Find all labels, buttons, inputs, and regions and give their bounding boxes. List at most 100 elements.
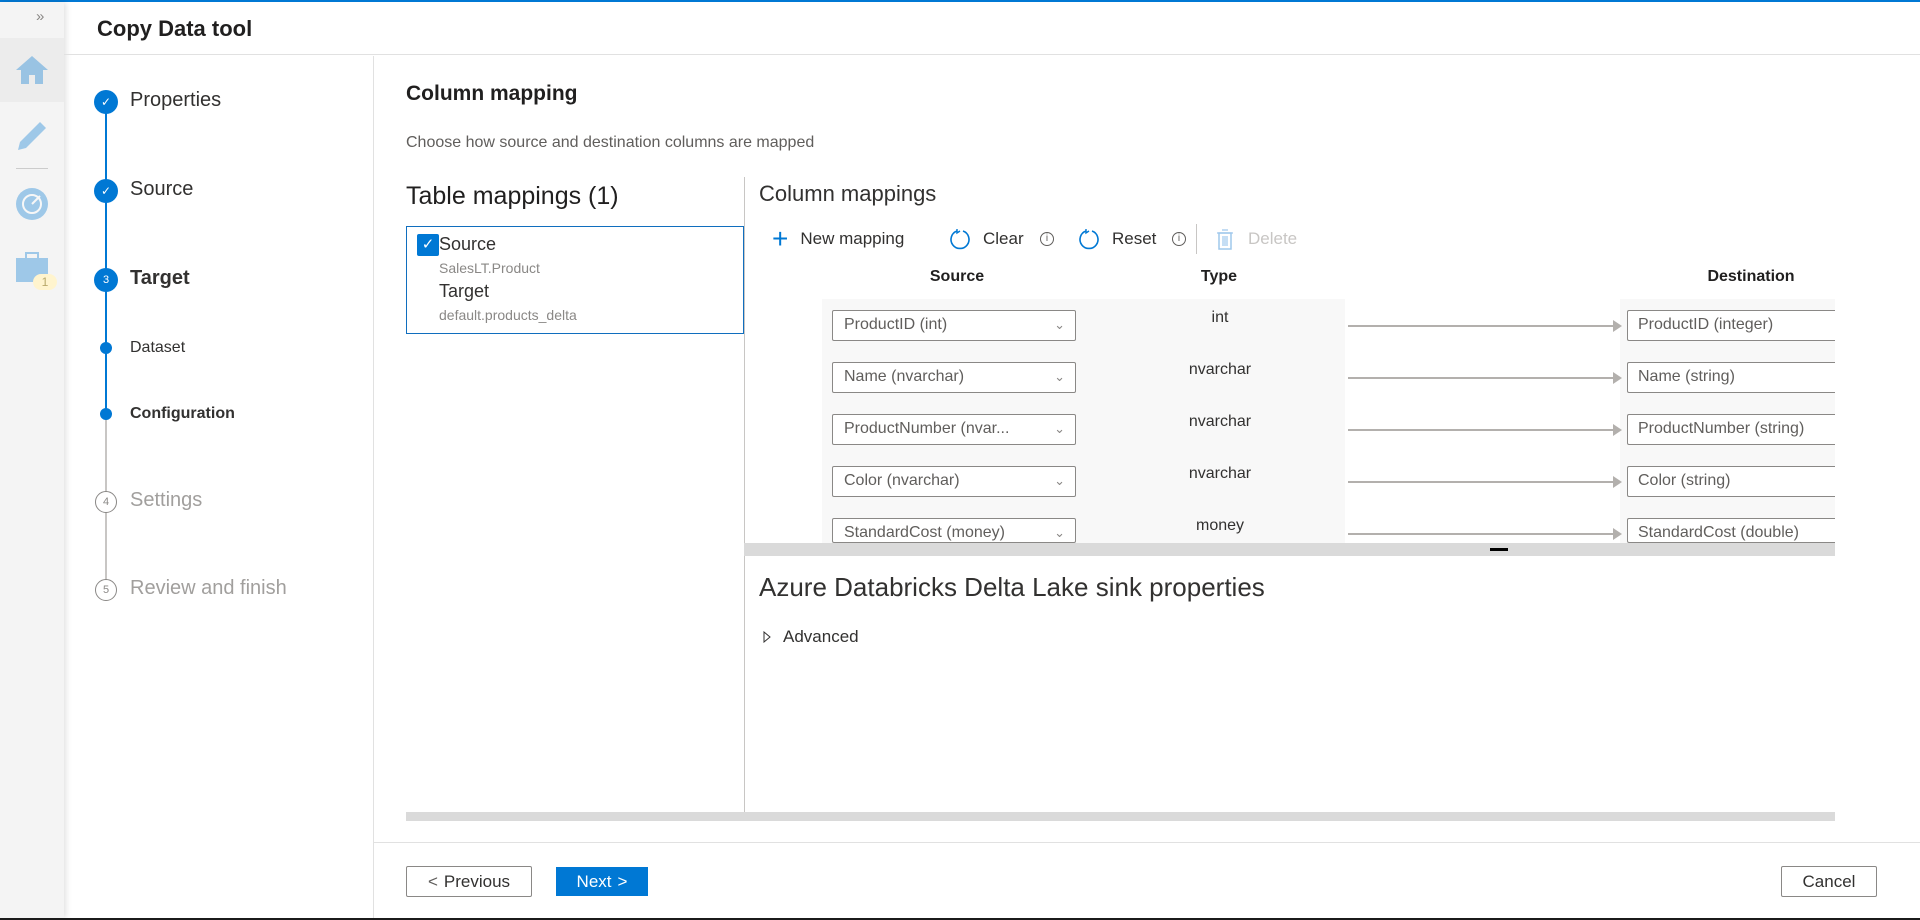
mapping-arrow-icon: [1348, 320, 1622, 332]
chevron-down-icon: ⌄: [1054, 317, 1065, 332]
source-column-value: Name (nvarchar): [844, 368, 965, 385]
check-icon: ✓: [94, 179, 118, 203]
delete-label: Delete: [1248, 229, 1298, 248]
expand-rail-icon[interactable]: »: [36, 8, 45, 25]
trash-icon: [1217, 229, 1233, 250]
source-column-dropdown[interactable]: ProductID (int) ⌄: [832, 310, 1076, 341]
rail-item-home[interactable]: [0, 38, 64, 102]
clear-info-icon[interactable]: i: [1040, 226, 1054, 252]
table-mapping-item[interactable]: ✓ Source SalesLT.Product Target default.…: [406, 226, 744, 334]
clear-button[interactable]: Clear: [949, 226, 1024, 252]
mapping-arrow-icon: [1348, 372, 1622, 384]
advanced-label: Advanced: [783, 627, 859, 646]
source-column-dropdown[interactable]: ProductNumber (nvar... ⌄: [832, 414, 1076, 445]
step-label: Settings: [130, 489, 203, 511]
page-title: Copy Data tool: [97, 16, 253, 41]
mapping-arrow-icon: [1348, 424, 1622, 436]
source-column-dropdown[interactable]: StandardCost (money) ⌄: [832, 518, 1076, 543]
reset-button[interactable]: Reset: [1078, 226, 1156, 252]
previous-label: Previous: [443, 871, 511, 891]
step-label: Configuration: [130, 405, 235, 422]
column-header-type: Type: [1200, 268, 1238, 285]
destination-column-value: StandardCost (double): [1638, 524, 1799, 541]
wizard-steps: ✓ Properties ✓ Source 3 Target Dataset C…: [64, 56, 374, 918]
type-value: money: [1195, 517, 1245, 534]
monitor-icon[interactable]: [14, 186, 50, 222]
progress-line: [105, 102, 107, 414]
source-column-value: Color (nvarchar): [844, 472, 960, 489]
step-label: Review and finish: [130, 577, 287, 599]
destination-column-field[interactable]: ProductID (integer): [1627, 310, 1835, 341]
step-label: Source: [130, 178, 194, 200]
plus-icon: +: [772, 223, 789, 254]
section-subtitle: Choose how source and destination column…: [406, 134, 815, 151]
footer-divider: [374, 842, 1920, 843]
clear-label: Clear: [983, 229, 1024, 248]
reset-info-icon[interactable]: i: [1172, 226, 1186, 252]
destination-column-value: Name (string): [1638, 368, 1735, 385]
step-label: Dataset: [130, 339, 186, 356]
chevron-right-icon: >: [617, 871, 628, 891]
destination-column-field[interactable]: StandardCost (double): [1627, 518, 1835, 543]
column-header-source: Source: [929, 268, 985, 285]
new-mapping-button[interactable]: + New mapping: [772, 223, 905, 254]
pencil-icon[interactable]: [14, 118, 50, 154]
destination-column-field[interactable]: Name (string): [1627, 362, 1835, 393]
left-rail: » 1: [0, 2, 64, 918]
check-icon: ✓: [94, 90, 118, 114]
caret-right-icon: [763, 631, 771, 643]
step-number: 4: [95, 491, 117, 513]
source-column-value: StandardCost (money): [844, 524, 1005, 541]
next-label: Next: [576, 871, 612, 891]
previous-button[interactable]: < Previous: [406, 866, 532, 897]
type-value: int: [1211, 309, 1229, 326]
pane-splitter[interactable]: [744, 543, 1835, 556]
checkbox-checked-icon[interactable]: ✓: [417, 234, 439, 256]
new-mapping-label: New mapping: [800, 229, 905, 248]
table-mappings-title: Table mappings (1): [406, 182, 619, 210]
next-button[interactable]: Next >: [556, 867, 648, 896]
chevron-down-icon: ⌄: [1054, 421, 1065, 436]
chevron-down-icon: ⌄: [1054, 525, 1065, 540]
horizontal-scrollbar[interactable]: [406, 812, 1835, 821]
section-title: Column mapping: [406, 82, 578, 105]
destination-column-field[interactable]: ProductNumber (string): [1627, 414, 1835, 445]
type-value: nvarchar: [1188, 465, 1252, 482]
column-mappings-title: Column mappings: [759, 181, 937, 206]
rail-divider: [16, 168, 48, 169]
taskbar-edge: [0, 918, 1920, 920]
chevron-down-icon: ⌄: [1054, 473, 1065, 488]
target-value: default.products_delta: [439, 307, 577, 323]
source-label: Source: [439, 234, 497, 254]
cancel-button[interactable]: Cancel: [1781, 866, 1877, 897]
top-accent-line: [0, 0, 1920, 2]
column-header-destination: Destination: [1707, 268, 1795, 285]
step-label: Target: [130, 267, 190, 289]
target-label: Target: [439, 281, 490, 301]
source-column-value: ProductNumber (nvar...: [844, 420, 1010, 437]
sink-properties-title: Azure Databricks Delta Lake sink propert…: [759, 572, 1265, 602]
home-icon: [16, 56, 48, 84]
delete-button[interactable]: Delete: [1216, 226, 1297, 252]
step-number: 5: [95, 579, 117, 601]
destination-column-value: ProductID (integer): [1638, 316, 1774, 333]
refresh-icon: [1079, 229, 1099, 250]
source-column-value: ProductID (int): [844, 316, 948, 333]
source-column-dropdown[interactable]: Color (nvarchar) ⌄: [832, 466, 1076, 497]
header: Copy Data tool: [64, 2, 1920, 55]
step-label: Properties: [130, 89, 222, 111]
destination-column-value: Color (string): [1638, 472, 1731, 489]
source-column-dropdown[interactable]: Name (nvarchar) ⌄: [832, 362, 1076, 393]
refresh-icon: [950, 229, 970, 250]
destination-column-field[interactable]: Color (string): [1627, 466, 1835, 497]
toolbar-divider: [1196, 224, 1197, 254]
chevron-left-icon: <: [427, 871, 438, 891]
splitter-handle-icon[interactable]: [1490, 548, 1508, 551]
chevron-down-icon: ⌄: [1054, 369, 1065, 384]
dot-icon: [100, 342, 112, 354]
type-value: nvarchar: [1188, 413, 1252, 430]
cancel-label: Cancel: [1802, 871, 1856, 891]
panel-divider: [744, 177, 745, 813]
source-value: SalesLT.Product: [439, 260, 540, 276]
advanced-expander[interactable]: Advanced: [763, 627, 859, 647]
